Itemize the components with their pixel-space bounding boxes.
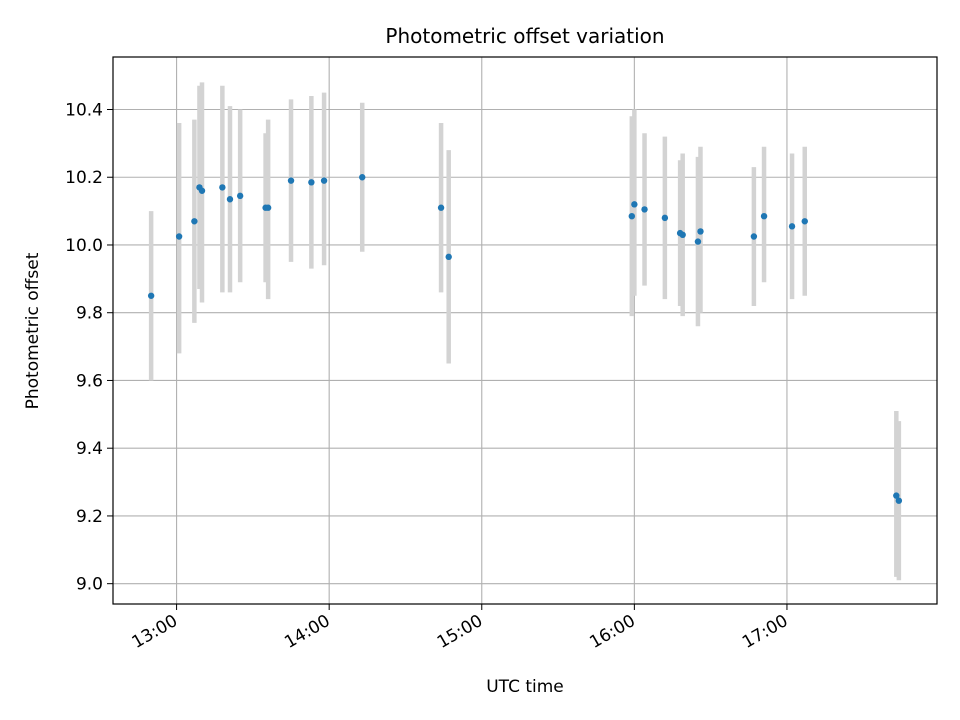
y-tick-label: 9.8 [76,304,103,324]
data-point [788,223,796,230]
data-point [359,174,366,181]
data-point [198,187,206,194]
data-point [628,212,636,220]
data-point [287,177,295,184]
grid-lines [113,57,937,604]
data-point [750,233,758,240]
data-point [147,292,155,299]
y-tick-label: 10.4 [65,100,103,120]
data-point [661,214,669,222]
data-point [236,192,244,200]
data-point [679,231,686,239]
y-tick-label: 9.6 [76,371,103,391]
plot-frame [112,56,938,605]
data-point [641,206,648,213]
y-tick-label: 10.0 [65,236,103,256]
data-point [219,184,226,191]
data-point [226,196,234,203]
data-points [147,174,903,504]
data-point [445,253,452,261]
y-axis-ticks: 9.0 9.2 9.4 9.6 9.8 10.0 10.2 10.4 [65,100,113,595]
chart-title: Photometric offset variation [385,24,664,48]
y-tick-label: 9.0 [76,575,103,595]
data-point [801,218,808,225]
data-point [895,497,903,504]
y-tick-label: 9.2 [76,507,103,527]
data-point [631,201,638,208]
data-point [175,233,183,240]
data-point [191,218,198,225]
data-point [893,492,900,499]
data-point [760,212,768,220]
data-point [694,238,702,245]
data-point [697,228,704,235]
data-point [308,179,315,186]
y-tick-label: 9.4 [76,439,103,459]
y-tick-label: 10.2 [65,168,103,188]
y-axis-label: Photometric offset [23,252,43,409]
data-point [264,204,272,211]
data-point [437,204,445,211]
data-point [320,177,328,184]
x-axis-label: UTC time [486,677,564,697]
